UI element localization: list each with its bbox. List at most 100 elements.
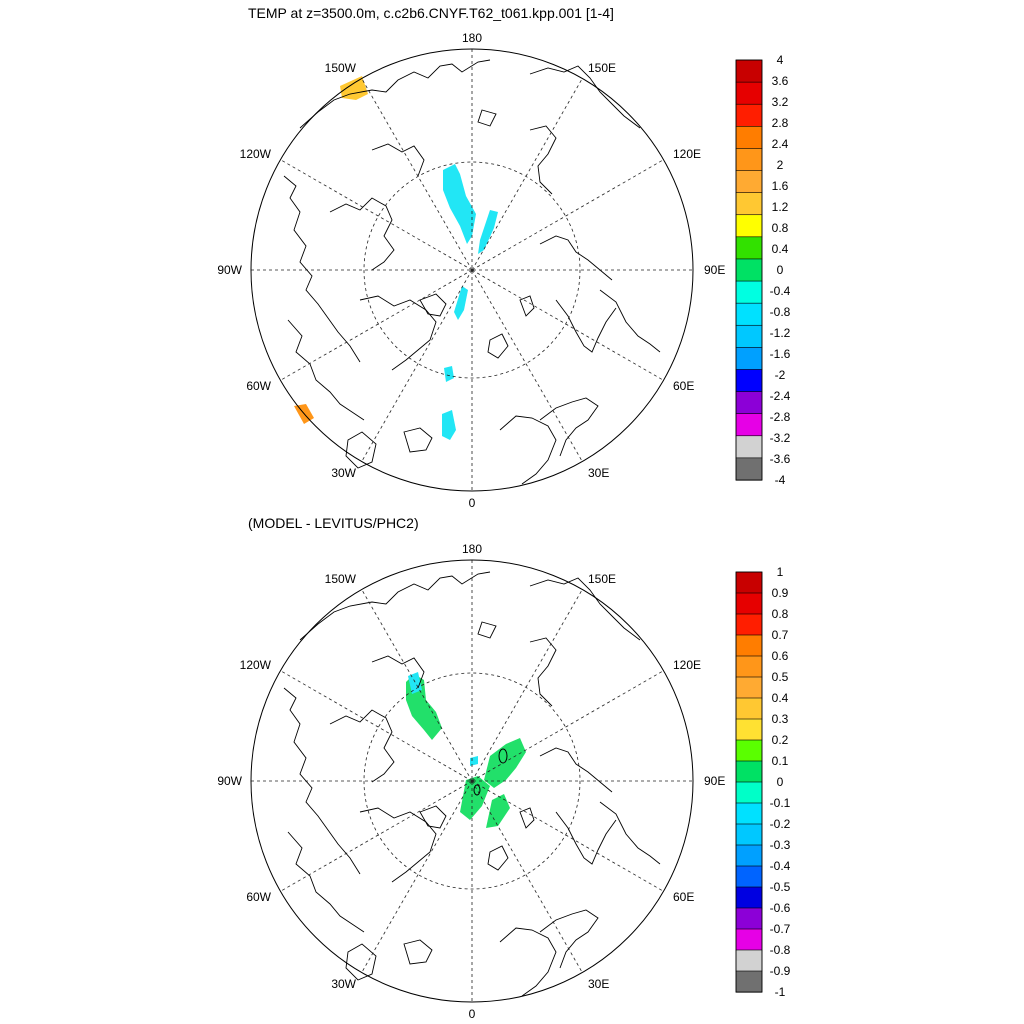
top-colorbar-label: -2.4 — [770, 389, 791, 403]
top-colorbar-swatch — [735, 192, 763, 216]
top-polar-map: 180 0 90W 90E 150W 120W 60W 30W 150E 120… — [217, 31, 725, 510]
bottom-lon-30e: 30E — [588, 977, 609, 991]
top-colorbar-swatch — [735, 324, 763, 348]
top-colorbar-swatch — [735, 214, 763, 238]
top-panel: TEMP at z=3500.0m, c.c2b6.CNYF.T62_t061.… — [217, 5, 790, 510]
top-lon-60e: 60E — [673, 379, 694, 393]
bottom-colorbar-swatch — [735, 970, 763, 993]
top-graticule — [251, 49, 693, 491]
top-lon-30w: 30W — [331, 466, 356, 480]
top-cyan-patch-5 — [442, 410, 456, 440]
bottom-polar-map: 180 0 90W 90E 150W 120W 60W 30W 150E 120… — [217, 542, 725, 1021]
bottom-cyan-patch-1 — [408, 672, 422, 694]
top-colorbar-label: -0.4 — [770, 284, 791, 298]
bottom-colorbar-swatch — [735, 697, 763, 720]
top-cyan-patch-4 — [444, 366, 454, 382]
bottom-title: (MODEL - LEVITUS/PHC2) — [248, 515, 419, 531]
top-colorbar-swatch — [735, 369, 763, 393]
bottom-colorbar-label: 0.1 — [772, 754, 789, 768]
bottom-lon-60e: 60E — [673, 890, 694, 904]
top-colorbar-label: 2 — [777, 158, 784, 172]
top-colorbar-swatch — [735, 59, 763, 83]
top-longitude-labels: 180 0 90W 90E 150W 120W 60W 30W 150E 120… — [217, 31, 725, 510]
bottom-colorbar-swatch — [735, 886, 763, 909]
bottom-colorbar-label: -0.3 — [770, 838, 791, 852]
bottom-colorbar: 1 0.9 0.8 0.7 0.6 0.5 0.4 0.3 0.2 0.1 0 -0.1 -0.2 -0.… — [735, 565, 791, 999]
bottom-lon-120w: 120W — [240, 658, 272, 672]
bottom-colorbar-swatch — [735, 802, 763, 825]
top-lon-150w: 150W — [325, 61, 357, 75]
top-colorbar-swatch — [735, 170, 763, 194]
bottom-green-patch-3 — [460, 776, 490, 820]
bottom-map-boundary — [250, 559, 694, 1003]
bottom-colorbar-label: -0.2 — [770, 817, 791, 831]
top-colorbar-swatch — [735, 258, 763, 282]
bottom-colorbar-label: 0.2 — [772, 733, 789, 747]
bottom-colorbar-label: -0.9 — [770, 964, 791, 978]
top-colorbar-label: -0.8 — [770, 305, 791, 319]
bottom-colorbar-swatch — [735, 739, 763, 762]
bottom-colorbar-label: 0.4 — [772, 691, 789, 705]
top-colorbar-label: 0.4 — [772, 242, 789, 256]
top-colorbar-swatch — [735, 280, 763, 304]
top-colorbar-swatch — [735, 103, 763, 127]
bottom-colorbar-label: 0 — [777, 775, 784, 789]
bottom-colorbar-label: 0.6 — [772, 649, 789, 663]
top-colorbar-label: -2.8 — [770, 410, 791, 424]
top-cyan-patch-1 — [443, 164, 476, 244]
top-map-boundary — [250, 48, 694, 492]
top-lon-30e: 30E — [588, 466, 609, 480]
bottom-colorbar-swatch — [735, 655, 763, 678]
bottom-green-patch-2 — [484, 738, 526, 788]
top-colorbar-swatch — [735, 81, 763, 105]
top-colorbar-frame — [735, 59, 763, 481]
bottom-colorbar-label: -0.7 — [770, 922, 791, 936]
top-colorbar-label: -2 — [775, 368, 786, 382]
bottom-lon-90e: 90E — [704, 774, 725, 788]
bottom-colorbar-swatch — [735, 781, 763, 804]
top-cyan-patch-2 — [478, 210, 498, 254]
bottom-colorbar-label: -0.5 — [770, 880, 791, 894]
bottom-colorbar-frame — [735, 571, 763, 993]
top-colorbar-label: 1.6 — [772, 179, 789, 193]
bottom-coastlines — [283, 571, 661, 997]
top-colorbar-label: -1.6 — [770, 347, 791, 361]
top-colorbar-label: 3.2 — [772, 95, 789, 109]
top-colorbar-label: 4 — [777, 53, 784, 67]
bottom-colorbar-swatch — [735, 907, 763, 930]
top-colorbar-label: 0 — [777, 263, 784, 277]
bottom-colorbar-label: 0.7 — [772, 628, 789, 642]
bottom-colorbar-swatch — [735, 949, 763, 972]
top-colorbar-label: 0.8 — [772, 221, 789, 235]
top-colorbar-swatch — [735, 148, 763, 172]
bottom-longitude-labels: 180 0 90W 90E 150W 120W 60W 30W 150E 120… — [217, 542, 725, 1021]
top-yellow-patch — [340, 76, 368, 100]
bottom-contour-2 — [473, 784, 481, 796]
top-colorbar-label: -1.2 — [770, 326, 791, 340]
bottom-colorbar-label: 0.3 — [772, 712, 789, 726]
bottom-colorbar-label: 0.8 — [772, 607, 789, 621]
top-lon-90w: 90W — [217, 263, 242, 277]
top-colorbar-swatch — [735, 347, 763, 371]
bottom-colorbar-swatch — [735, 634, 763, 657]
top-colorbar-label: 1.2 — [772, 200, 789, 214]
bottom-colorbar-label: -0.4 — [770, 859, 791, 873]
top-cyan-patch-3 — [454, 286, 468, 320]
bottom-colorbar-swatch — [735, 823, 763, 846]
bottom-colorbar-swatch — [735, 718, 763, 741]
top-colorbar-label: -3.6 — [770, 452, 791, 466]
bottom-panel: (MODEL - LEVITUS/PHC2) — [217, 515, 790, 1021]
bottom-lon-180: 180 — [462, 542, 482, 556]
top-colorbar-swatch — [735, 126, 763, 150]
top-colorbar-label: 3.6 — [772, 74, 789, 88]
bottom-lon-150w: 150W — [325, 572, 357, 586]
top-colorbar-swatch — [735, 236, 763, 260]
top-colorbar-swatch — [735, 457, 763, 481]
top-colorbar-swatch — [735, 391, 763, 415]
bottom-colorbar-label: -0.8 — [770, 943, 791, 957]
top-colorbar: 4 3.6 3.2 2.8 2.4 2 1.6 1.2 0.8 0.4 0 -0.4 -0.8 -1.2 -… — [735, 53, 791, 487]
bottom-colorbar-label: 1 — [777, 565, 784, 579]
bottom-graticule — [251, 560, 693, 1002]
bottom-lon-150e: 150E — [588, 572, 616, 586]
